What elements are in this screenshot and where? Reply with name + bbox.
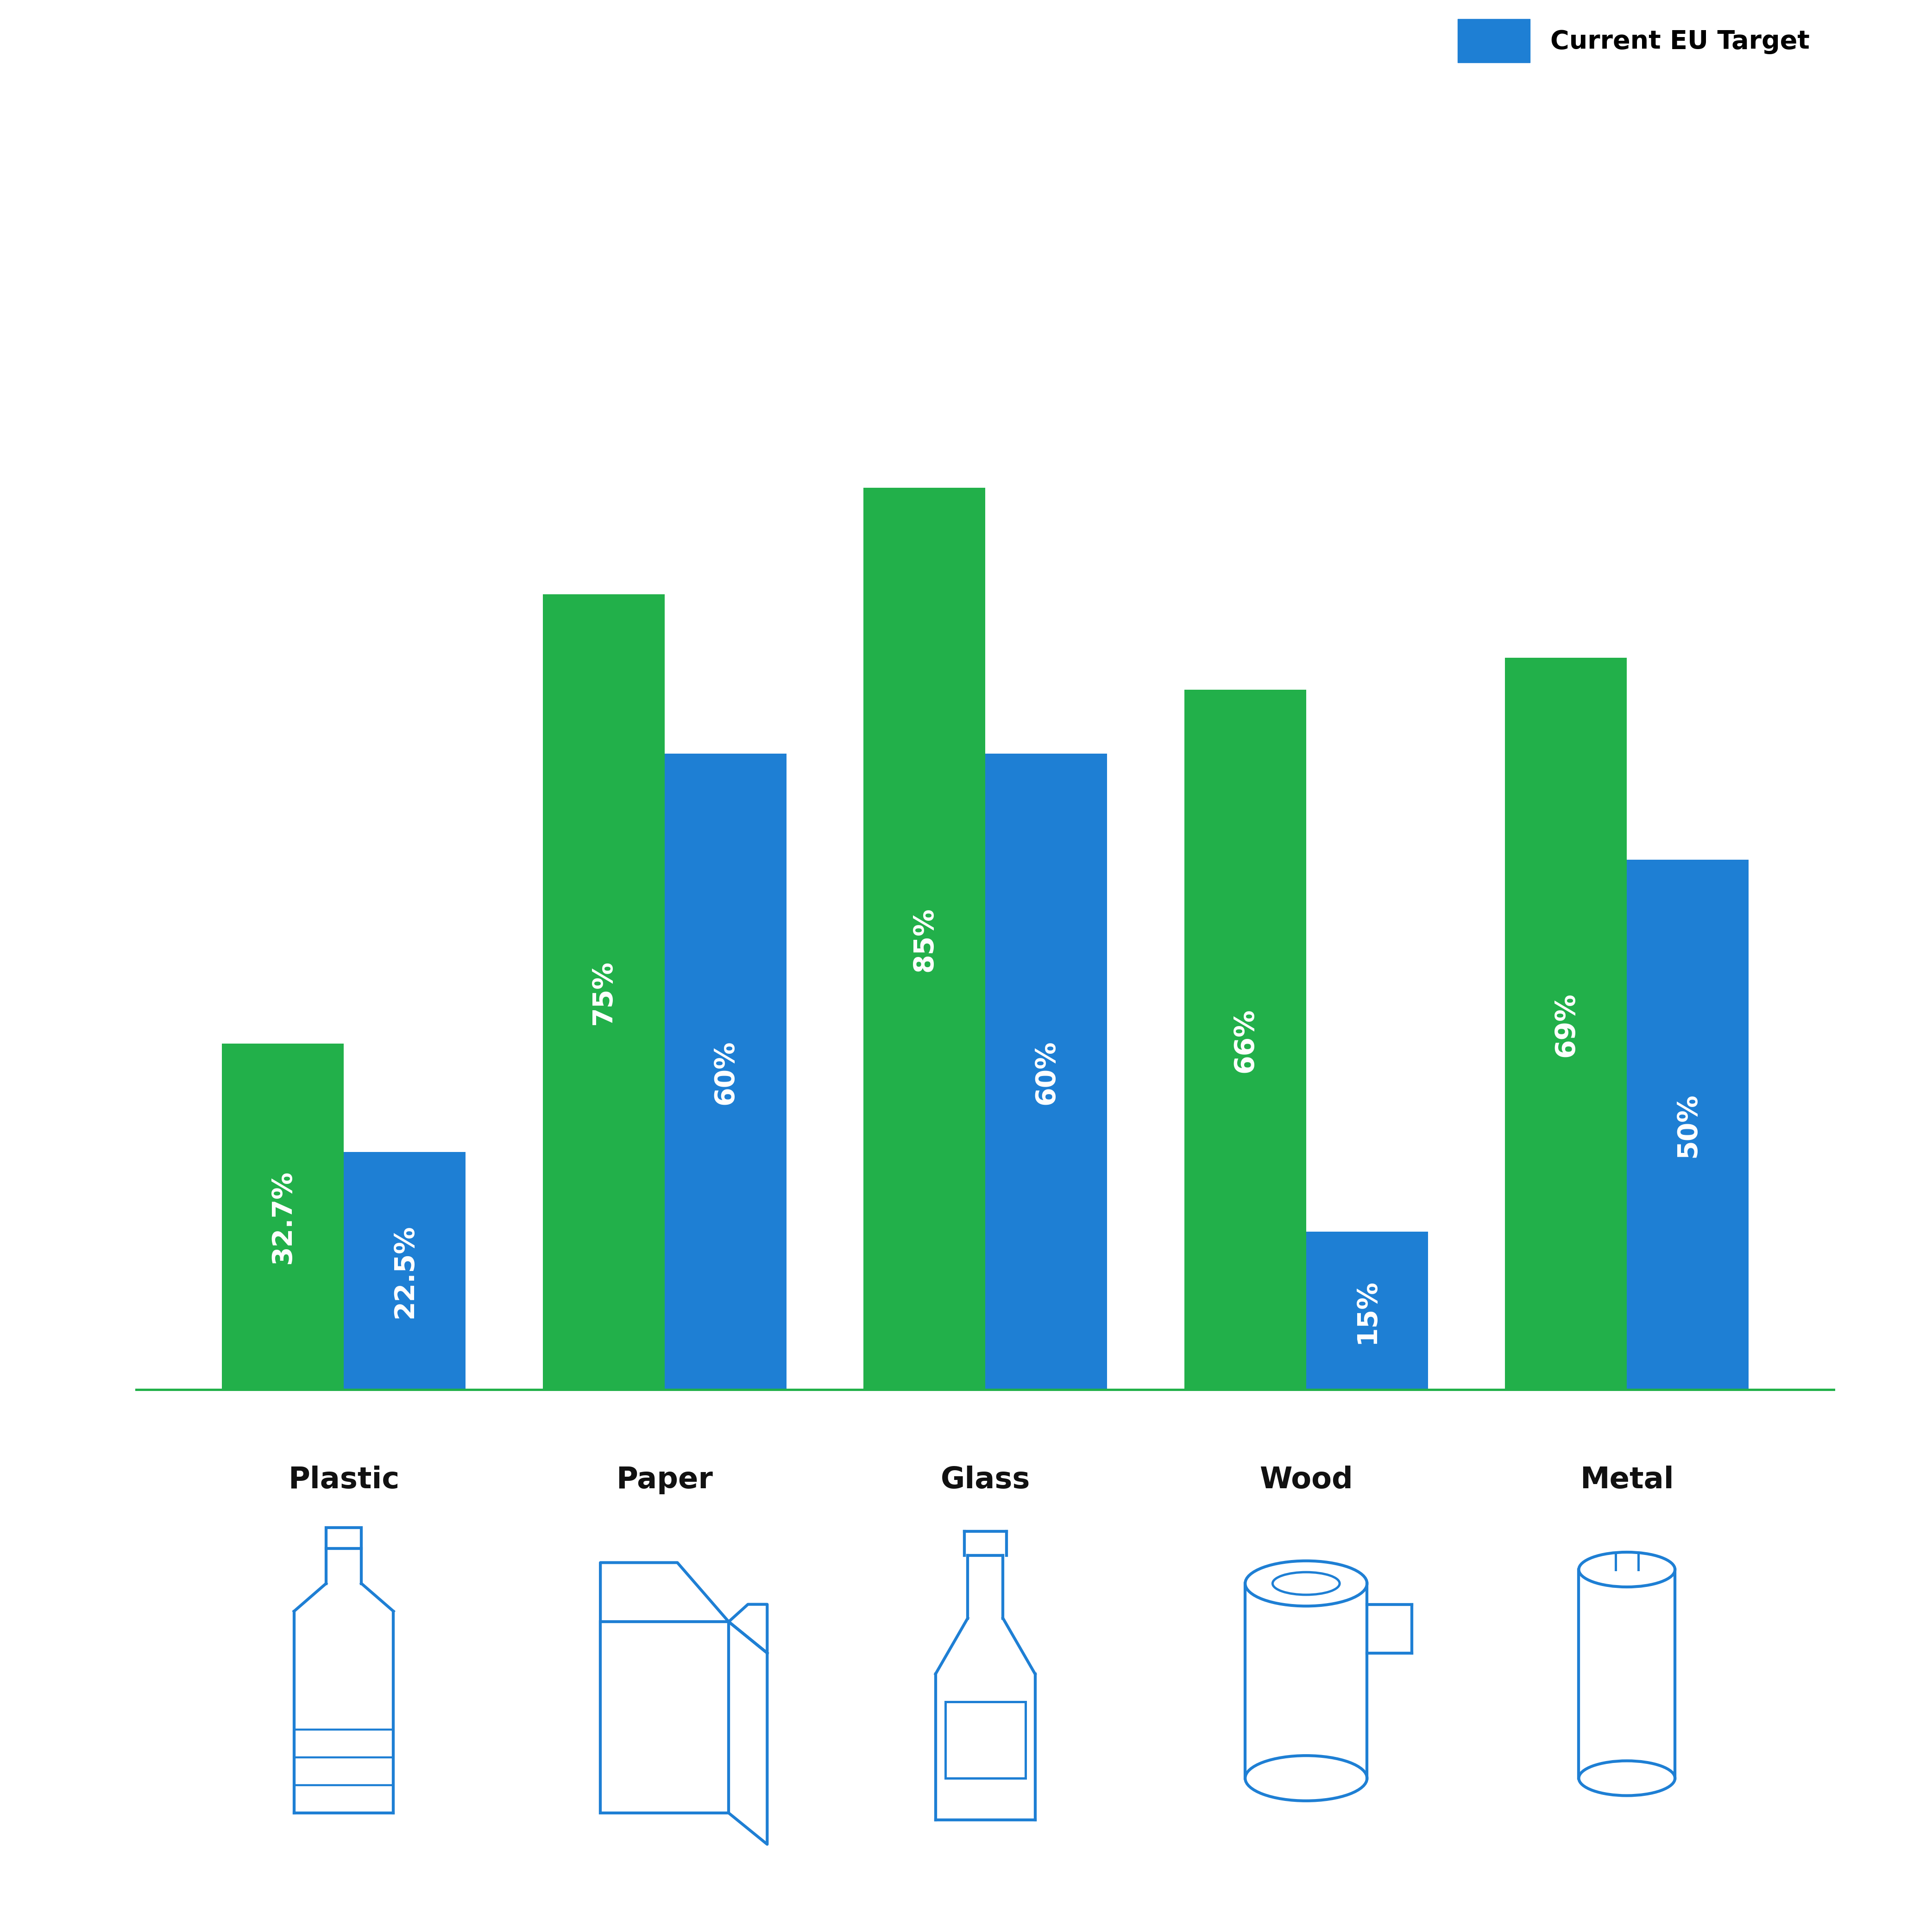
Text: 85%: 85%: [912, 906, 937, 972]
Bar: [543, 593, 665, 1391]
Text: 66%: 66%: [1233, 1009, 1258, 1072]
Text: 50%: 50%: [1675, 1094, 1700, 1157]
Text: 15%: 15%: [1354, 1279, 1379, 1345]
Text: 69%: 69%: [1553, 991, 1578, 1057]
Text: Wood: Wood: [1260, 1464, 1352, 1493]
Bar: [1184, 690, 1306, 1391]
Bar: [945, 1702, 1026, 1777]
Bar: [222, 1043, 344, 1391]
Text: Plastic: Plastic: [288, 1464, 400, 1493]
Bar: [327, 1528, 361, 1549]
Text: Metal: Metal: [1580, 1464, 1673, 1493]
Text: 22.5%: 22.5%: [392, 1225, 417, 1318]
Text: 60%: 60%: [713, 1039, 738, 1105]
Text: Paper: Paper: [616, 1464, 713, 1493]
Bar: [665, 753, 786, 1391]
Text: Glass: Glass: [941, 1464, 1030, 1493]
Bar: [1306, 1233, 1428, 1391]
Text: 60%: 60%: [1034, 1039, 1059, 1105]
Bar: [1505, 657, 1627, 1391]
Bar: [344, 1151, 466, 1391]
Bar: [864, 487, 985, 1391]
Text: 32.7%: 32.7%: [270, 1171, 296, 1264]
Bar: [601, 1621, 728, 1812]
Legend: Repak 2022, Current EU Target: Repak 2022, Current EU Target: [1445, 0, 1822, 75]
Text: 75%: 75%: [591, 960, 616, 1026]
Bar: [985, 753, 1107, 1391]
Bar: [1627, 860, 1748, 1391]
